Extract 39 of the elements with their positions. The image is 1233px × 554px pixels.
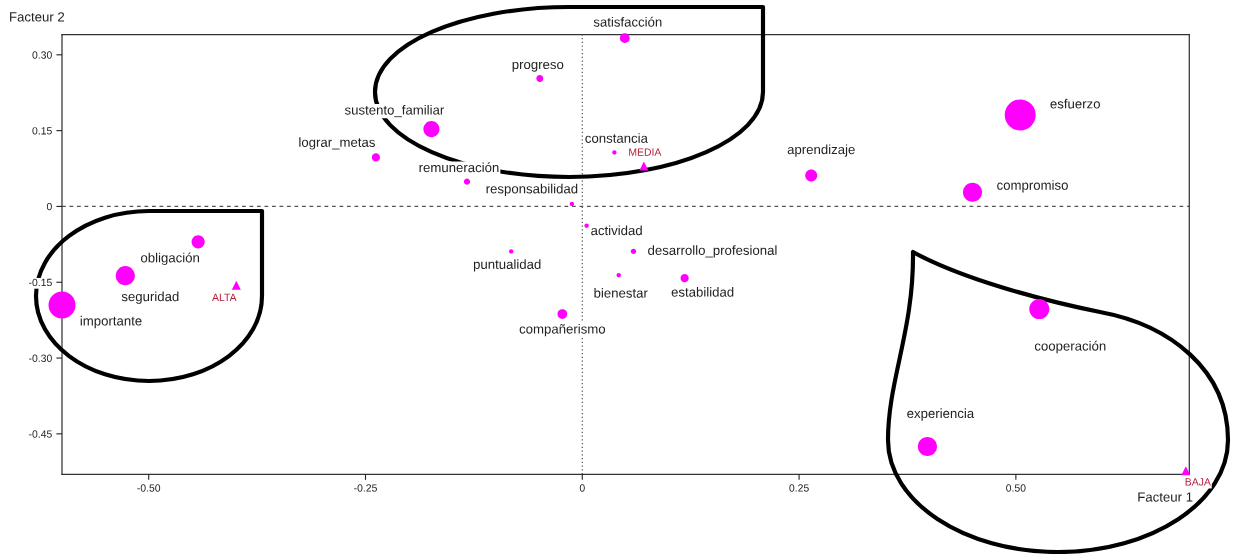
series-label: actividad (591, 225, 642, 236)
series-label: estabilidad (671, 287, 734, 297)
series-label: bienestar (594, 288, 648, 298)
series-label: aprendizaje (787, 144, 855, 157)
series-label: BAJA (1185, 478, 1211, 486)
series-label: obligación (140, 252, 199, 266)
series-label: compromiso (997, 180, 1068, 193)
series-label: esfuerzo (1050, 98, 1100, 109)
y-tick-label: 0.30 (32, 51, 52, 59)
y-tick-label: -0.45 (29, 430, 52, 438)
series-label: remuneración (419, 162, 499, 173)
y-tick-label: -0.15 (29, 278, 52, 287)
series-label: responsabilidad (486, 183, 578, 197)
series-label: MEDIA (629, 148, 662, 156)
x-tick-label: -0.50 (137, 484, 161, 492)
series-label: lograr_metas (299, 137, 375, 150)
series-label: desarrollo_profesional (648, 245, 777, 258)
series-label: cooperación (1034, 340, 1106, 354)
x-tick-label: 0.50 (1006, 484, 1026, 492)
series-label: satisfacción (593, 16, 662, 27)
x-axis-title: Facteur 1 (1138, 492, 1193, 502)
series-label: sustento_familiar (344, 104, 445, 118)
x-tick-label: 0 (579, 484, 585, 492)
series-label: seguridad (121, 291, 179, 304)
y-tick-label: 0 (46, 202, 52, 211)
series-label: experiencia (907, 408, 975, 421)
series-label: progreso (512, 61, 564, 72)
x-tick-label: -0.25 (354, 484, 377, 492)
y-axis-title: Facteur 2 (10, 12, 65, 22)
point (639, 161, 649, 171)
series-label: ALTA (212, 293, 237, 301)
y-tick-label: 0.15 (32, 127, 52, 135)
series-label: puntualidad (473, 259, 541, 272)
point (231, 280, 241, 290)
x-tick-label: 0.25 (789, 484, 809, 492)
series-label: compañerismo (519, 323, 606, 337)
y-tick-label: -0.30 (29, 354, 52, 362)
series-label: constancia (585, 133, 648, 143)
series-label: importante (80, 315, 142, 329)
